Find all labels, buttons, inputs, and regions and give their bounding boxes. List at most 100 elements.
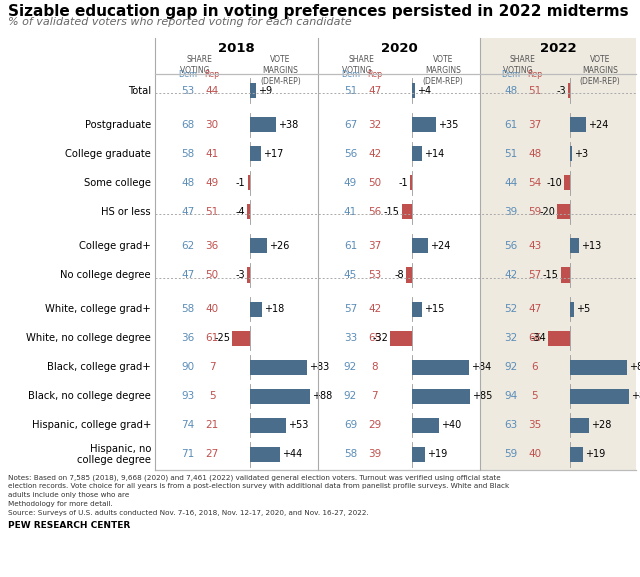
Text: SHARE
VOTING ...: SHARE VOTING ...	[342, 55, 381, 75]
Text: 7: 7	[209, 362, 216, 372]
Text: 2018: 2018	[218, 42, 255, 55]
Text: 67: 67	[344, 119, 357, 130]
Text: +53: +53	[288, 421, 308, 430]
Text: 71: 71	[181, 449, 194, 459]
Bar	[250, 447, 280, 462]
Text: Postgraduate: Postgraduate	[84, 119, 151, 130]
Text: 32: 32	[368, 119, 381, 130]
Text: White, no college degree: White, no college degree	[26, 333, 151, 343]
Text: Rep: Rep	[527, 70, 542, 79]
Text: 56: 56	[344, 149, 357, 159]
Text: +88: +88	[312, 391, 332, 402]
Text: 66: 66	[528, 333, 541, 343]
Text: +28: +28	[591, 421, 611, 430]
Text: 58: 58	[181, 304, 194, 314]
Text: +44: +44	[282, 449, 302, 459]
Text: Dem: Dem	[502, 70, 521, 79]
Text: 5: 5	[209, 391, 216, 402]
Bar	[570, 418, 589, 433]
Text: White, college grad+: White, college grad+	[45, 304, 151, 314]
Text: +4: +4	[417, 85, 431, 96]
Text: +84: +84	[472, 362, 492, 372]
Text: -32: -32	[372, 333, 388, 343]
Text: 40: 40	[205, 304, 219, 314]
Text: 35: 35	[528, 421, 541, 430]
Text: PEW RESEARCH CENTER: PEW RESEARCH CENTER	[8, 522, 131, 530]
Text: 2022: 2022	[540, 42, 576, 55]
Text: 29: 29	[368, 421, 381, 430]
Text: 21: 21	[205, 421, 219, 430]
Text: 58: 58	[344, 449, 357, 459]
Text: +83: +83	[308, 362, 329, 372]
Text: College graduate: College graduate	[65, 149, 151, 159]
Text: +17: +17	[263, 149, 284, 159]
Bar	[248, 175, 250, 190]
Text: Sizable education gap in voting preferences persisted in 2022 midterms: Sizable education gap in voting preferen…	[8, 4, 628, 19]
Bar	[570, 447, 583, 462]
Bar	[250, 238, 268, 253]
Text: 39: 39	[368, 449, 381, 459]
Text: VOTE
MARGINS
(DEM-REP): VOTE MARGINS (DEM-REP)	[422, 55, 463, 86]
Text: 61: 61	[344, 241, 357, 251]
Text: 47: 47	[368, 85, 381, 96]
Text: 32: 32	[504, 333, 518, 343]
Text: +3: +3	[575, 149, 589, 159]
Text: 93: 93	[181, 391, 194, 402]
Text: +24: +24	[430, 241, 451, 251]
Bar	[570, 146, 573, 161]
Text: 37: 37	[368, 241, 381, 251]
Text: 58: 58	[181, 149, 194, 159]
Bar	[412, 117, 436, 132]
Text: 51: 51	[504, 149, 518, 159]
Text: 53: 53	[368, 270, 381, 280]
Text: 62: 62	[181, 241, 194, 251]
Text: 48: 48	[504, 85, 518, 96]
Text: +38: +38	[278, 119, 298, 130]
Bar	[561, 268, 570, 283]
Text: 45: 45	[344, 270, 357, 280]
Text: 41: 41	[344, 207, 357, 217]
Bar	[406, 268, 412, 283]
Text: No college degree: No college degree	[60, 270, 151, 280]
Bar	[412, 146, 422, 161]
Bar	[557, 204, 570, 219]
Text: 65: 65	[368, 333, 381, 343]
Text: +9: +9	[258, 85, 272, 96]
Text: 49: 49	[344, 178, 357, 188]
Text: SHARE
VOTING ...: SHARE VOTING ...	[179, 55, 218, 75]
Text: VOTE
MARGINS
(DEM-REP): VOTE MARGINS (DEM-REP)	[580, 55, 621, 86]
Text: 63: 63	[504, 421, 518, 430]
Text: +5: +5	[576, 304, 590, 314]
Bar	[564, 175, 570, 190]
Text: 54: 54	[528, 178, 541, 188]
Text: 47: 47	[528, 304, 541, 314]
Text: -15: -15	[384, 207, 400, 217]
Text: 56: 56	[368, 207, 381, 217]
Text: Rep: Rep	[367, 70, 382, 79]
Text: Notes: Based on 7,585 (2018), 9,668 (2020) and 7,461 (2022) validated general el: Notes: Based on 7,585 (2018), 9,668 (202…	[8, 474, 500, 481]
Text: Hispanic, no
college degree: Hispanic, no college degree	[77, 444, 151, 465]
Text: adults include only those who are: adults include only those who are	[8, 492, 132, 499]
Bar	[250, 418, 286, 433]
Text: 6: 6	[531, 362, 538, 372]
Text: 41: 41	[205, 149, 219, 159]
Text: +26: +26	[269, 241, 290, 251]
Text: +14: +14	[424, 149, 444, 159]
Text: 59: 59	[504, 449, 518, 459]
Text: -20: -20	[540, 207, 556, 217]
Text: Hispanic, college grad+: Hispanic, college grad+	[31, 421, 151, 430]
Text: +15: +15	[424, 304, 445, 314]
Text: +40: +40	[442, 421, 461, 430]
Bar	[412, 418, 439, 433]
Text: 43: 43	[528, 241, 541, 251]
Text: 48: 48	[181, 178, 194, 188]
Text: 50: 50	[368, 178, 381, 188]
Text: +24: +24	[588, 119, 609, 130]
Bar	[412, 302, 422, 317]
Text: 94: 94	[504, 391, 518, 402]
Text: 49: 49	[205, 178, 219, 188]
Text: -1: -1	[236, 178, 246, 188]
Text: 42: 42	[504, 270, 518, 280]
Text: Methodology for more detail.: Methodology for more detail.	[8, 501, 113, 507]
Text: 52: 52	[504, 304, 518, 314]
